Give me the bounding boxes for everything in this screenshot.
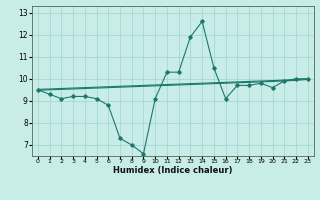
X-axis label: Humidex (Indice chaleur): Humidex (Indice chaleur)	[113, 166, 233, 175]
